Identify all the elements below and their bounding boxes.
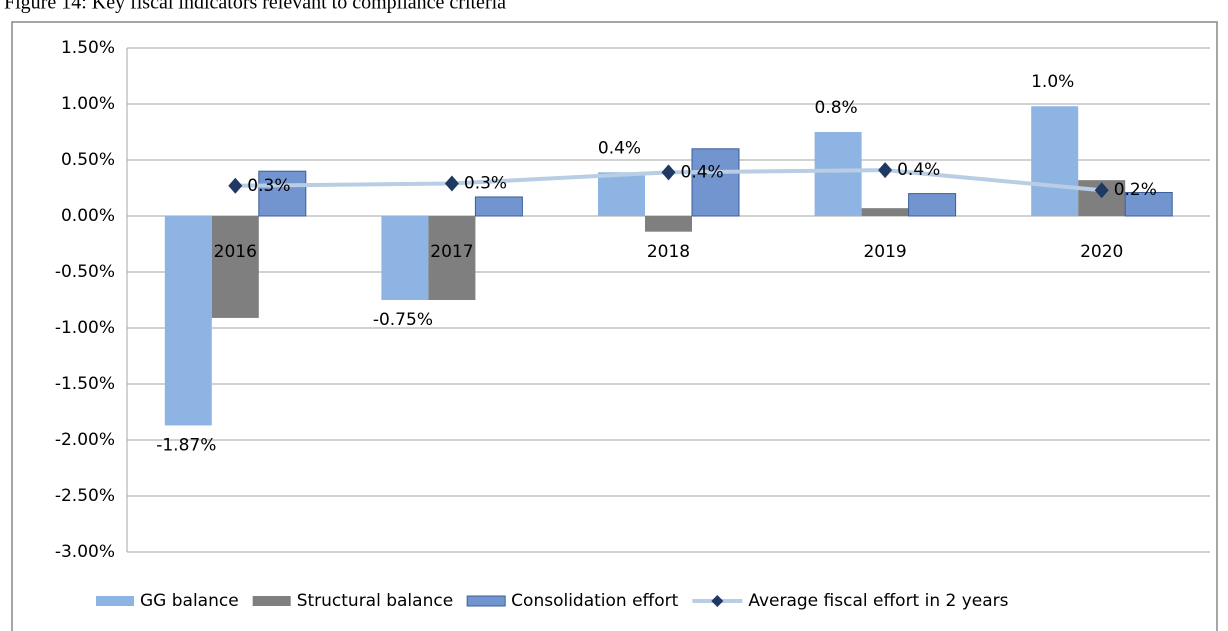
- y-tick-label: -2.00%: [55, 430, 115, 450]
- marker: [661, 164, 676, 181]
- legend-swatch: [252, 596, 291, 606]
- data-label: 0.4%: [897, 160, 940, 180]
- marker: [228, 177, 243, 194]
- legend-label: GG balance: [140, 591, 239, 611]
- bar: [381, 216, 429, 300]
- y-tick-label: -0.50%: [55, 262, 115, 282]
- y-tick-label: -1.00%: [55, 318, 115, 338]
- data-label: -0.75%: [373, 310, 433, 330]
- data-label: 1.0%: [1031, 72, 1074, 92]
- marker: [1094, 182, 1109, 199]
- y-tick-label: 0.50%: [61, 150, 115, 170]
- y-tick-label: -1.50%: [55, 374, 115, 394]
- data-label: 0.8%: [814, 98, 857, 118]
- legend-label: Consolidation effort: [511, 591, 678, 611]
- chart-title: Figure 14: Key fiscal indicators relevan…: [4, 0, 506, 14]
- y-tick-label: -3.00%: [55, 542, 115, 562]
- x-tick-label: 2019: [863, 242, 906, 262]
- bar: [164, 216, 212, 426]
- data-label: 0.3%: [247, 176, 290, 196]
- legend-label: Structural balance: [297, 591, 453, 611]
- bar: [861, 208, 909, 216]
- y-tick-label: 1.00%: [61, 94, 115, 114]
- x-tick-label: 2016: [214, 242, 257, 262]
- data-label: 0.3%: [464, 174, 507, 194]
- bar: [428, 216, 476, 300]
- data-label: 0.4%: [681, 162, 724, 182]
- legend-marker: [711, 595, 724, 607]
- legend-swatch: [96, 596, 134, 606]
- bar: [258, 170, 307, 217]
- legend-swatch: [466, 595, 506, 607]
- bar: [598, 172, 645, 216]
- x-tick-label: 2018: [647, 242, 690, 262]
- marker: [444, 175, 459, 192]
- bar: [814, 132, 862, 216]
- bar: [691, 148, 740, 217]
- x-tick-label: 2017: [430, 242, 473, 262]
- x-tick-label: 2020: [1080, 242, 1123, 262]
- marker: [878, 162, 893, 179]
- data-label: 0.2%: [1114, 180, 1157, 200]
- legend-label: Average fiscal effort in 2 years: [748, 591, 1008, 611]
- data-label: -1.87%: [156, 435, 216, 455]
- bar: [1124, 191, 1173, 217]
- chart-frame: [11, 21, 1218, 631]
- bar: [211, 216, 259, 318]
- bar: [908, 193, 957, 217]
- bar: [1031, 106, 1079, 216]
- y-tick-label: 0.00%: [61, 206, 115, 226]
- y-tick-label: -2.50%: [55, 486, 115, 506]
- bar: [645, 216, 692, 232]
- y-tick-label: 1.50%: [61, 38, 115, 58]
- data-label: 0.4%: [598, 138, 641, 158]
- bar: [474, 196, 523, 217]
